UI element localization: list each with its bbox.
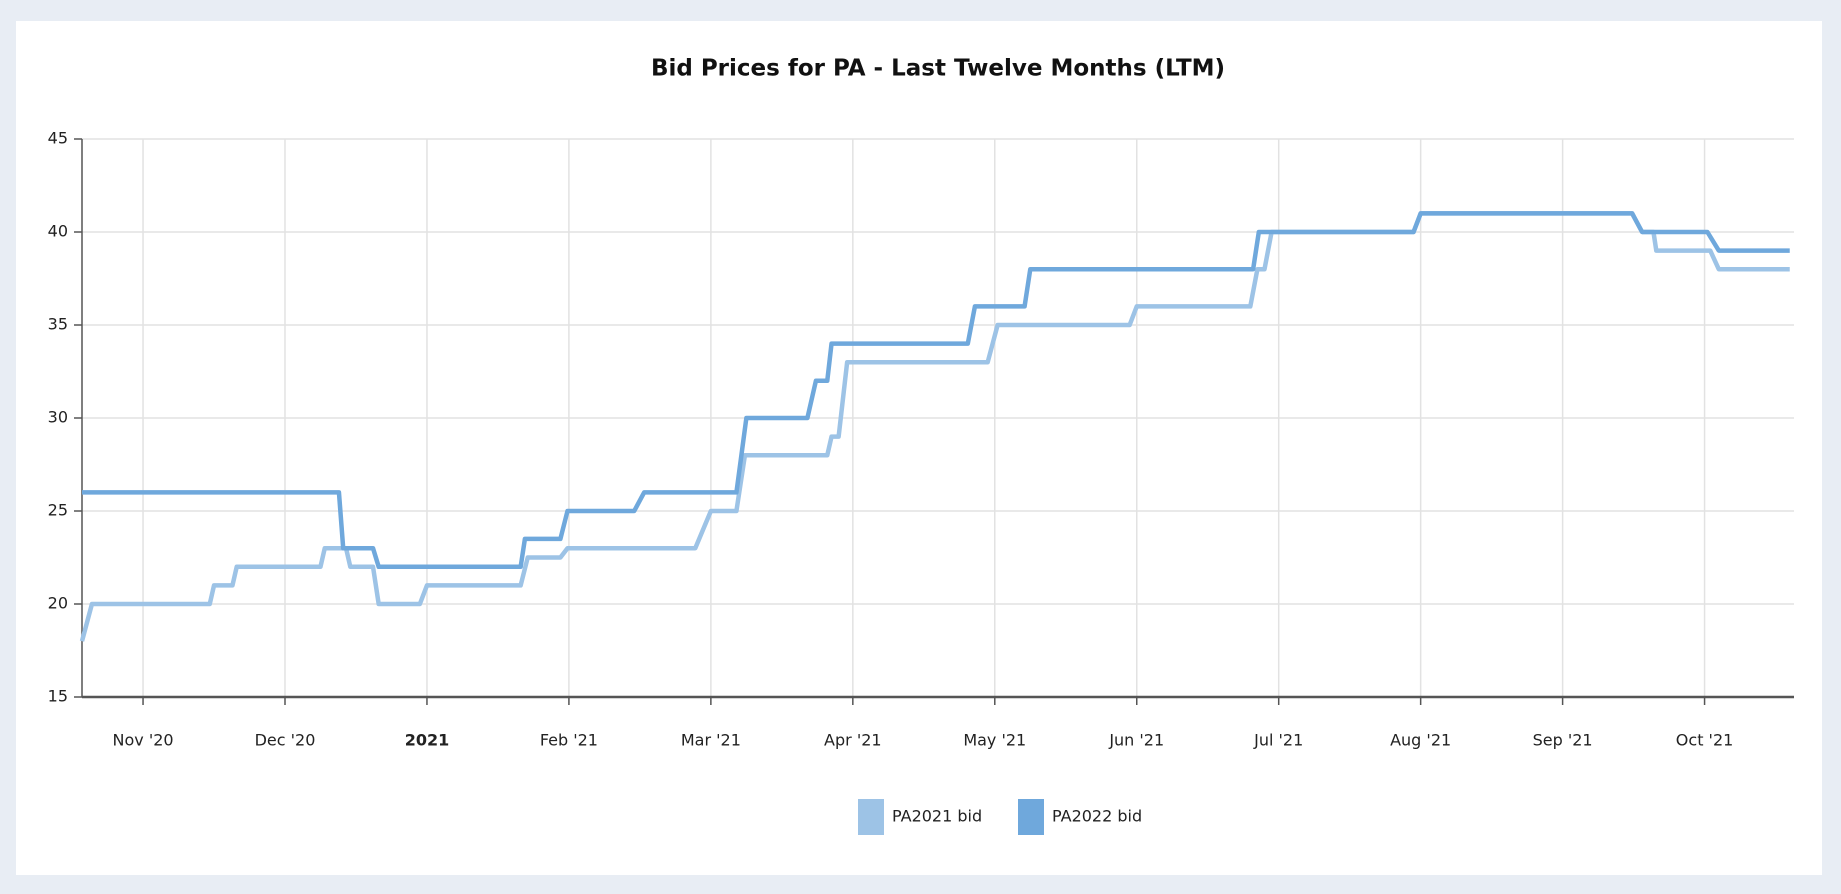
- panel: [16, 21, 1822, 875]
- legend-label: PA2022 bid: [1052, 807, 1142, 826]
- x-tick-label: Sep '21: [1533, 731, 1593, 750]
- series-line: [82, 211, 1790, 570]
- chart-title: Bid Prices for PA - Last Twelve Months (…: [651, 56, 1225, 82]
- x-tick-label: Jun '21: [1108, 731, 1164, 750]
- y-tick-label: 40: [48, 222, 68, 241]
- x-tick-label: 2021: [405, 731, 450, 750]
- y-tick-label: 20: [48, 594, 68, 613]
- x-tick-label: Feb '21: [540, 731, 598, 750]
- y-tick-label: 45: [48, 129, 68, 148]
- legend-swatch: [1018, 799, 1044, 835]
- y-tick-label: 30: [48, 408, 68, 427]
- x-tick-label: Aug '21: [1390, 731, 1451, 750]
- x-tick-label: Jul '21: [1253, 731, 1303, 750]
- legend-swatch: [858, 799, 884, 835]
- x-tick-label: Oct '21: [1676, 731, 1734, 750]
- y-tick-label: 25: [48, 501, 68, 520]
- legend-label: PA2021 bid: [892, 807, 982, 826]
- y-tick-label: 35: [48, 315, 68, 334]
- x-tick-label: Mar '21: [681, 731, 741, 750]
- x-tick-label: May '21: [963, 731, 1026, 750]
- y-tick-label: 15: [48, 687, 68, 706]
- x-tick-label: Nov '20: [113, 731, 174, 750]
- x-tick-label: Dec '20: [255, 731, 316, 750]
- x-tick-label: Apr '21: [824, 731, 882, 750]
